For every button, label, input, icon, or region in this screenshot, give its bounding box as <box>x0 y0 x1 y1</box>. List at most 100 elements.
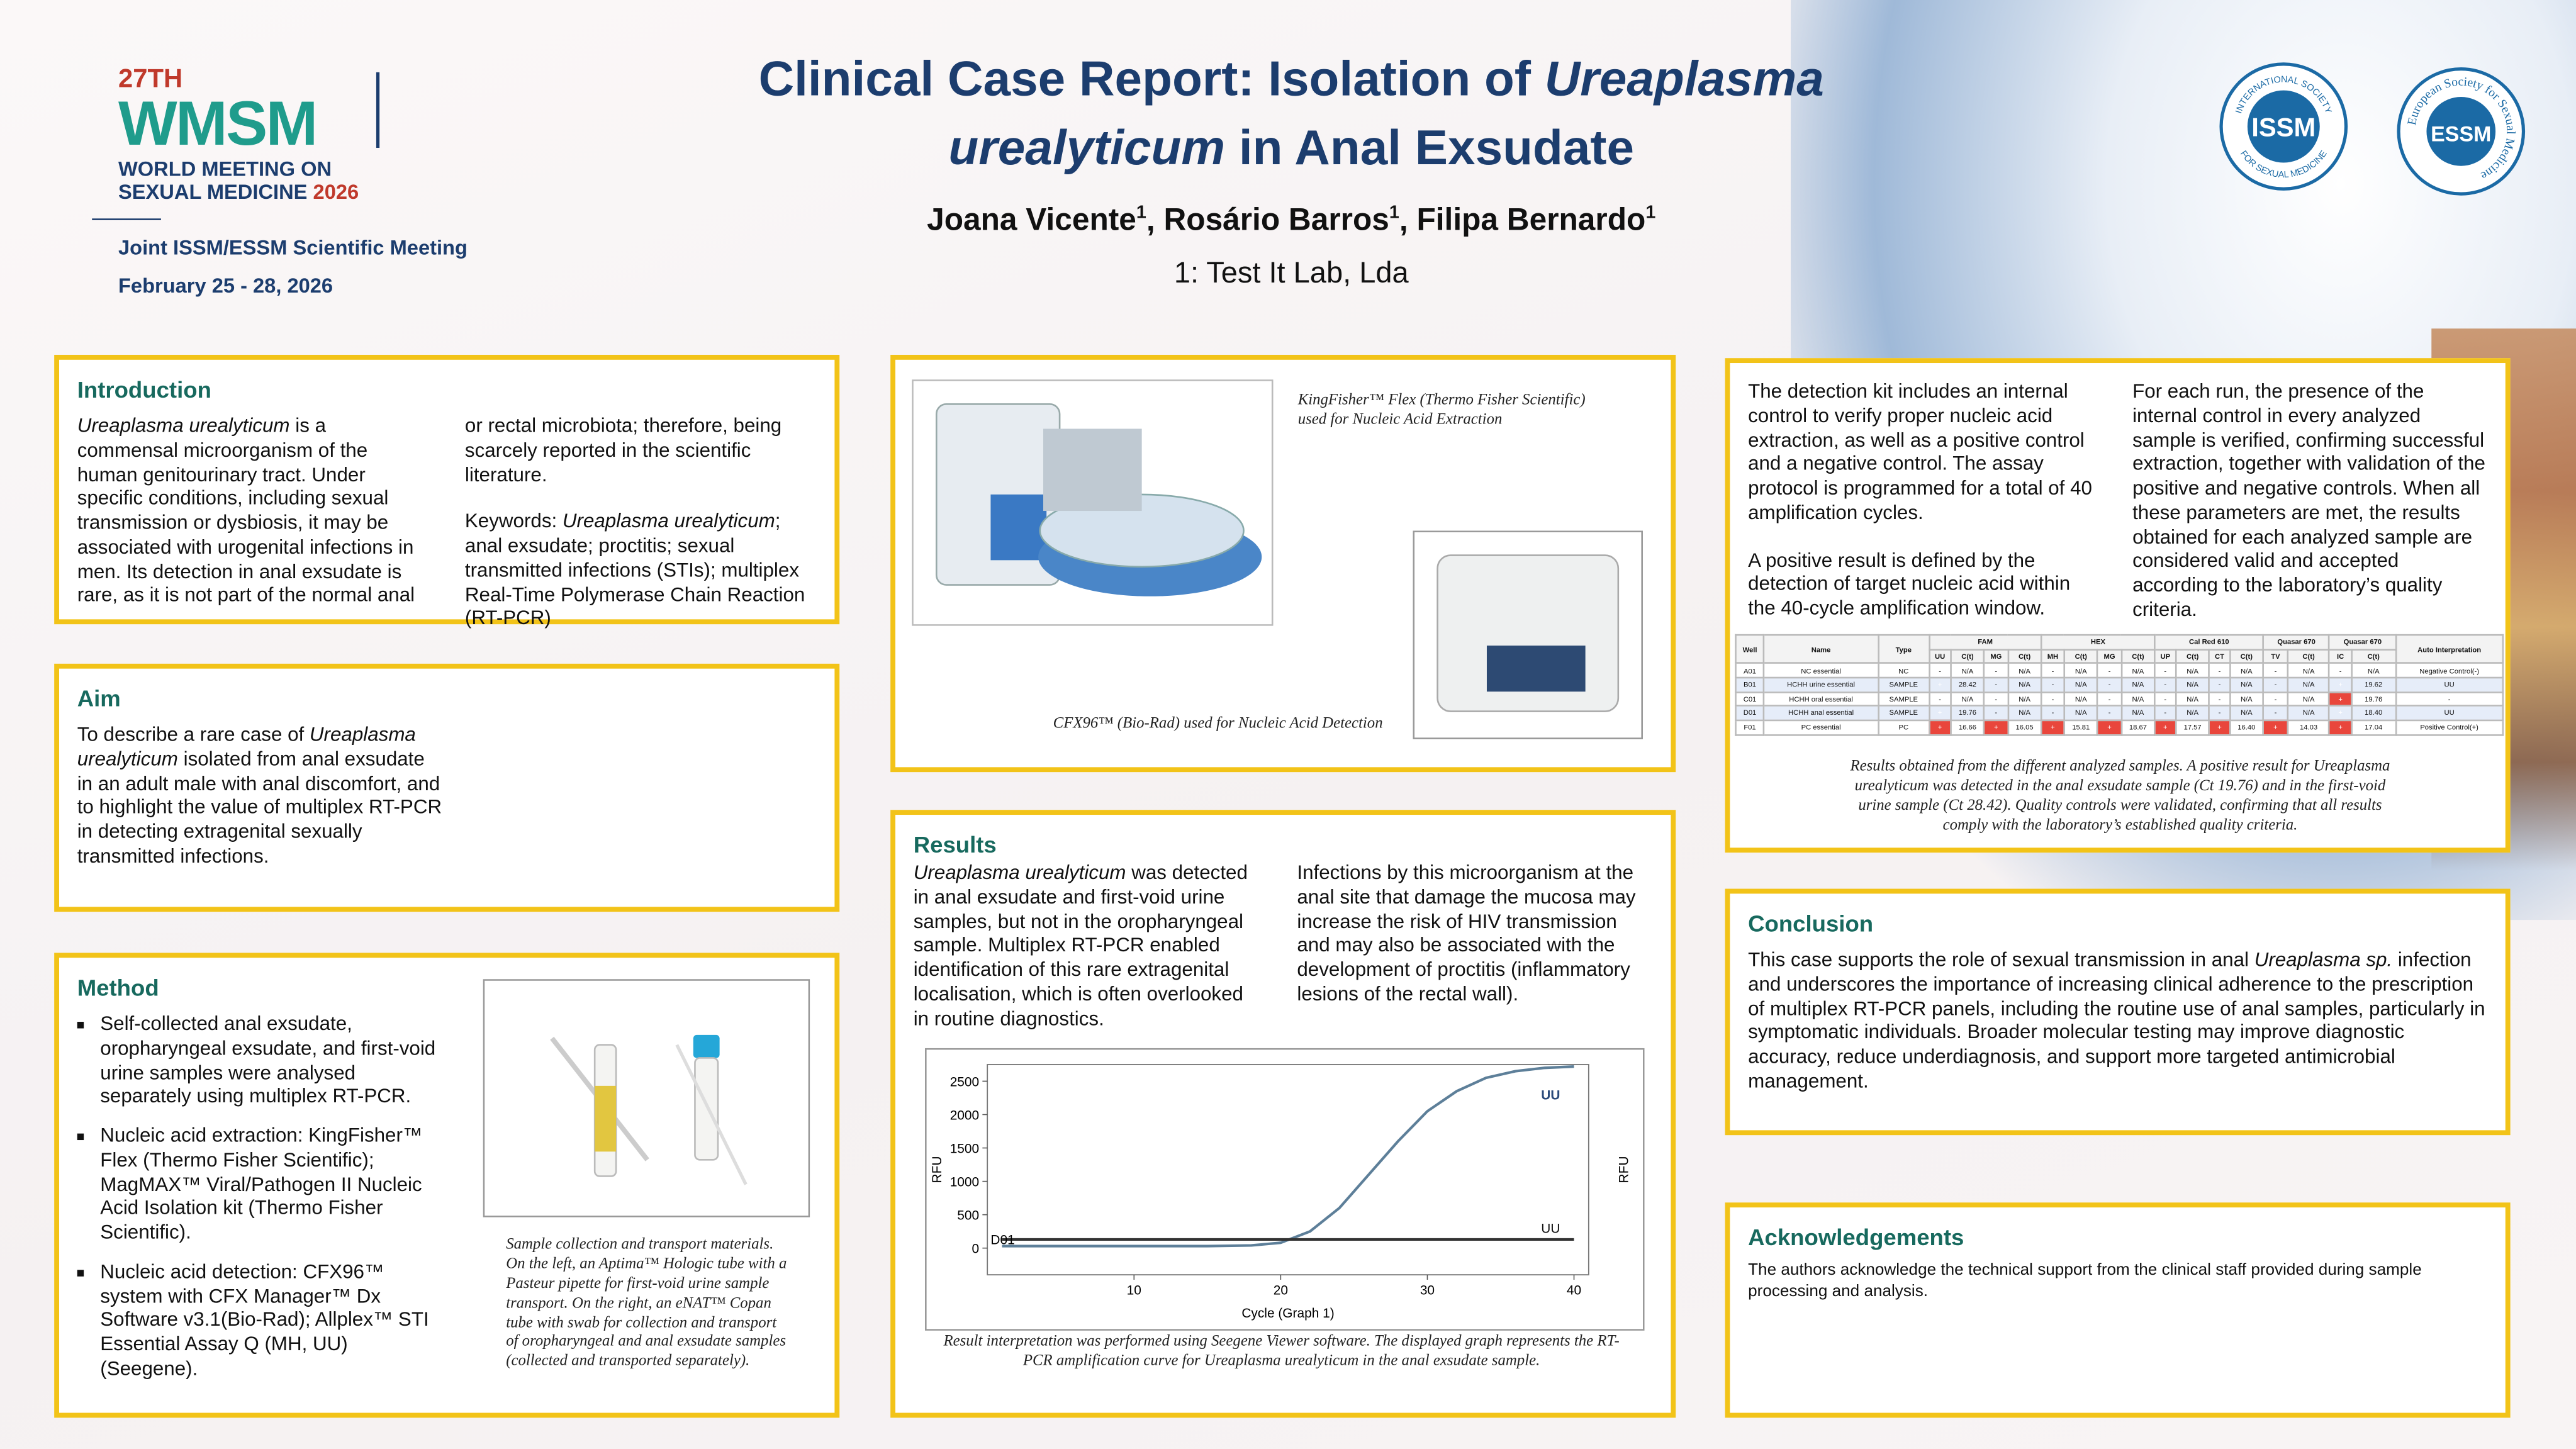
enat-cap <box>693 1034 720 1058</box>
logo-underline <box>92 218 161 221</box>
method-bullet: Self-collected anal exsudate, oropharyng… <box>100 1012 445 1109</box>
paragraph: This case supports the role of sexual tr… <box>1748 948 2487 1094</box>
table-cell: - <box>1928 663 1952 679</box>
table-subheader: MG <box>1983 648 2009 664</box>
section-heading: Method <box>77 974 159 1001</box>
table-row: C01 HCHH oral essential SAMPLE - N/A - N/A - N/A… <box>1735 691 2504 707</box>
table-subheader: TV <box>2262 648 2289 664</box>
results-text: Ureaplasma urealyticum was detected in a… <box>914 861 1645 1041</box>
table-cell: - <box>2262 691 2289 707</box>
table-cell: - <box>2154 676 2177 693</box>
sample-tubes-photo <box>483 979 810 1217</box>
introduction-text: Ureaplasma urealyticum is a commensal mi… <box>77 415 817 632</box>
plot-area <box>987 1064 1589 1276</box>
table: Well Name Type FAM HEX Cal Red 610 Quasar 670 Q… <box>1735 634 2504 736</box>
method-caption: Sample collection and transport material… <box>506 1237 787 1371</box>
issm-core <box>2247 90 2320 163</box>
table-cell: N/A <box>2175 691 2210 707</box>
table-subheader: IC <box>2328 648 2353 664</box>
table-subheader: CT <box>2209 648 2231 664</box>
text-run: in the anal exsudate sample. <box>1358 1353 1540 1370</box>
x-tick-label: 40 <box>1567 1283 1581 1297</box>
table-cell: + <box>1928 705 1952 722</box>
table-cell: + <box>2328 719 2353 736</box>
table-cell: - <box>2328 663 2353 679</box>
table-cell: - <box>2209 705 2231 722</box>
table-row: D01 HCHH anal essential SAMPLE +19.76- N/A - N… <box>1735 705 2504 722</box>
table-cell: - <box>1983 691 2009 707</box>
table-cell: HCHH anal essential <box>1763 705 1879 722</box>
photo-frame <box>483 979 810 1217</box>
meeting-year: 2026 <box>313 181 359 204</box>
aim-box: Aim To describe a rare case of Ureaplasm… <box>54 663 840 912</box>
text-run-italic: Ureaplasma urealyticum <box>77 723 416 771</box>
affiliation: 1: Test It Lab, Lda <box>1173 256 1409 289</box>
table-cell: - <box>2209 676 2231 693</box>
table-subheader: C(t) <box>2229 648 2265 664</box>
quality-box: The detection kit includes an internal c… <box>1725 358 2511 853</box>
instrument-screen <box>1486 646 1586 692</box>
section-heading: Results <box>913 831 997 858</box>
paragraph: Ureaplasma urealyticum was detected in a… <box>914 861 1261 1031</box>
table-header: Type <box>1877 634 1930 664</box>
table-cell: 15.81 <box>2063 719 2099 736</box>
table-cell: + <box>1928 719 1952 736</box>
y-tick-label: 2000 <box>950 1108 979 1122</box>
table-cell: B01 <box>1735 676 1765 693</box>
table-cell: 19.76 <box>2350 691 2397 707</box>
conclusion-text: This case supports the role of sexual tr… <box>1748 948 2487 1094</box>
table-cell: + <box>2154 719 2177 736</box>
table-cell: - <box>1928 691 1952 707</box>
table-cell: + <box>2328 691 2353 707</box>
chart-frame <box>924 1048 1645 1331</box>
method-box: Method Self-collected anal exsudate, oro… <box>54 953 840 1418</box>
x-tick-label: 30 <box>1420 1283 1435 1297</box>
table-cell: N/A <box>2175 705 2210 722</box>
table-subheader: UU <box>1928 648 1952 664</box>
text-run: is a commensal microorganism of the huma… <box>77 414 782 607</box>
table-cell: - <box>2154 663 2177 679</box>
table-cell: N/A <box>2120 691 2156 707</box>
table-group-header: Quasar 670 <box>2328 634 2397 651</box>
acknowledgements-text: The authors acknowledge the technical su… <box>1748 1262 2422 1301</box>
aim-text: To describe a rare case of Ureaplasma ur… <box>77 723 442 868</box>
meeting-dates: February 25 - 28, 2026 <box>118 274 333 298</box>
y-tick-label: 500 <box>957 1208 979 1222</box>
instrument-panel <box>990 494 1047 561</box>
acronym: WMSM <box>118 90 318 160</box>
table-cell: N/A <box>2229 663 2265 679</box>
table-cell: - <box>2040 676 2065 693</box>
well-label: D01 <box>990 1233 1014 1248</box>
table-cell: N/A <box>2007 691 2042 707</box>
text-run: in Anal Exsudate <box>1225 121 1635 176</box>
author-affiliation: 1 <box>1389 203 1399 224</box>
table-cell: - <box>2040 705 2065 722</box>
meeting-subtitle: Joint ISSM/ESSM Scientific Meeting <box>118 237 468 260</box>
table-cell: SAMPLE <box>1877 691 1930 707</box>
table-cell: + <box>1983 719 2009 736</box>
authors: Joana Vicente1, Rosário Barros1, Filipa … <box>927 203 1656 239</box>
table-cell: Negative Control(-) <box>2395 663 2504 679</box>
table-cell: - <box>2097 676 2122 693</box>
table-cell: + <box>2328 705 2353 722</box>
table-group-header: Quasar 670 <box>2262 634 2331 651</box>
text-run: infection and underscores the importance… <box>1748 948 2485 1093</box>
table-cell: + <box>2209 719 2231 736</box>
table-subheader: C(t) <box>2175 648 2210 664</box>
table-cell: N/A <box>2287 691 2331 707</box>
text-run-italic: Ureaplasma urealyticum <box>77 414 290 438</box>
table-cell: N/A <box>2063 691 2099 707</box>
conference-logo: 27TH WMSM WORLD MEETING ON SEXUAL MEDICI… <box>92 65 479 298</box>
table-subheader: C(t) <box>2120 648 2156 664</box>
cfx96-photo <box>1413 530 1643 739</box>
table-cell: - <box>2262 705 2289 722</box>
table-cell: - <box>1983 705 2009 722</box>
table-cell: - <box>2209 663 2231 679</box>
table-cell: N/A <box>2229 691 2265 707</box>
table-cell: HCHH oral essential <box>1763 691 1879 707</box>
table-header: Name <box>1763 634 1879 664</box>
table-cell: N/A <box>2063 705 2099 722</box>
x-axis-label: Cycle (Graph 1) <box>1241 1306 1334 1321</box>
amplification-chart: 0 500 1000 1500 2000 2500 10 20 30 40 Cycle (Graph… <box>924 1048 1645 1331</box>
